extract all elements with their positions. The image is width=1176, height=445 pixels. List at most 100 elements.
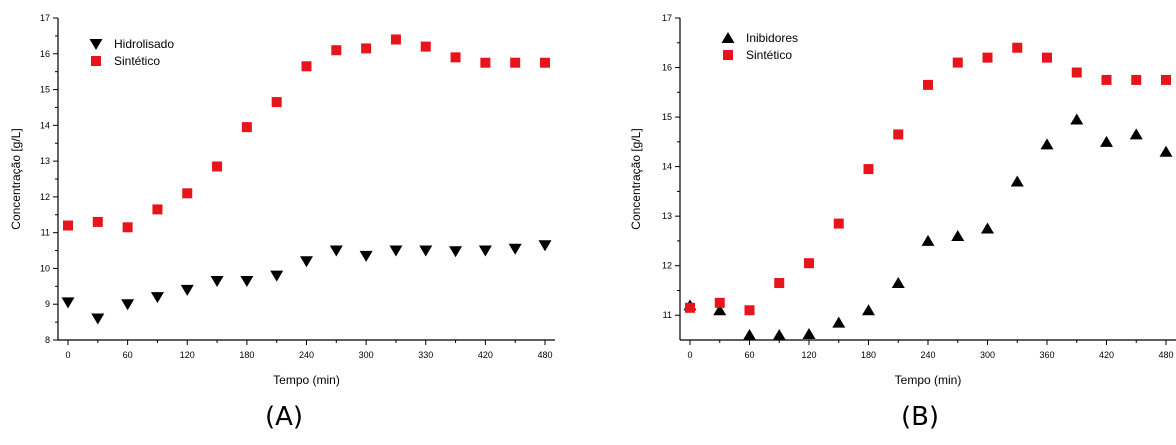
- x-tick-label-a-3: 180: [239, 350, 254, 360]
- point-a-1-10: [361, 43, 372, 54]
- y-tick-label-b-4: 15: [662, 112, 672, 122]
- point-a-0-9: [329, 245, 343, 257]
- y-tick-label-a-2: 10: [40, 263, 50, 273]
- x-tick-label-b-2: 120: [801, 350, 816, 360]
- point-a-1-13: [450, 52, 461, 63]
- point-b-1-3: [774, 278, 785, 289]
- x-tick-label-b-6: 360: [1039, 350, 1054, 360]
- point-b-1-16: [1161, 74, 1171, 85]
- x-tick-label-b-3: 180: [861, 350, 876, 360]
- legend-marker-b-1: [723, 50, 733, 60]
- y-tick-label-a-6: 14: [40, 120, 50, 130]
- x-tick-label-b-8: 480: [1158, 350, 1173, 360]
- point-a-0-6: [240, 275, 254, 287]
- point-a-1-8: [301, 61, 312, 72]
- y-tick-label-b-5: 16: [662, 63, 672, 73]
- point-b-1-2: [744, 305, 755, 316]
- point-a-0-16: [538, 240, 552, 252]
- point-a-1-1: [92, 216, 103, 227]
- y-tick-label-a-3: 11: [41, 228, 50, 238]
- point-a-0-11: [389, 245, 403, 257]
- point-a-1-2: [122, 222, 133, 233]
- x-tick-label-b-1: 60: [744, 350, 754, 360]
- point-b-1-6: [863, 164, 874, 175]
- legend-label-b-1: Sintético: [746, 48, 792, 62]
- point-a-0-15: [508, 243, 522, 255]
- y-tick-label-a-0: 8: [45, 335, 50, 345]
- point-b-1-4: [804, 258, 814, 269]
- point-a-0-1: [91, 313, 105, 325]
- legend-label-a-0: Hidrolisado: [114, 37, 174, 51]
- y-tick-label-a-1: 9: [45, 299, 50, 309]
- point-b-1-7: [893, 129, 904, 140]
- panel-label-b: (B): [901, 402, 939, 432]
- point-a-1-14: [480, 57, 491, 68]
- x-tick-label-a-0: 0: [65, 350, 70, 360]
- point-b-0-13: [1070, 113, 1084, 125]
- point-b-0-1: [713, 304, 727, 316]
- point-b-0-5: [832, 316, 846, 328]
- point-b-0-4: [802, 328, 816, 340]
- x-tick-label-a-2: 120: [180, 350, 195, 360]
- point-b-0-14: [1100, 135, 1113, 147]
- y-tick-label-a-8: 16: [40, 49, 50, 59]
- legend-label-b-0: Inibidores: [746, 31, 798, 45]
- point-a-1-6: [241, 122, 252, 133]
- x-tick-label-b-4: 240: [920, 350, 935, 360]
- point-b-0-8: [921, 234, 935, 246]
- point-b-1-15: [1131, 74, 1142, 85]
- point-a-0-0: [61, 297, 75, 309]
- point-b-1-14: [1101, 74, 1112, 85]
- y-tick-label-a-7: 15: [40, 85, 50, 95]
- point-a-0-2: [121, 299, 135, 311]
- point-a-0-8: [300, 256, 313, 268]
- point-a-1-16: [540, 57, 550, 68]
- point-a-0-5: [210, 275, 224, 287]
- x-tick-label-a-7: 420: [478, 350, 493, 360]
- y-tick-label-a-5: 13: [40, 156, 50, 166]
- x-tick-label-b-5: 300: [980, 350, 995, 360]
- point-a-1-12: [420, 41, 431, 52]
- point-a-1-3: [152, 204, 163, 215]
- point-b-0-12: [1040, 138, 1054, 150]
- point-b-0-7: [891, 277, 905, 289]
- x-tick-label-a-8: 480: [537, 350, 552, 360]
- point-a-0-3: [150, 292, 164, 304]
- point-a-1-7: [271, 97, 282, 108]
- x-tick-label-a-1: 60: [123, 350, 133, 360]
- point-b-1-9: [952, 57, 963, 68]
- y-tick-label-a-9: 17: [40, 13, 50, 23]
- point-b-0-6: [862, 304, 875, 316]
- point-a-0-7: [270, 270, 284, 282]
- point-b-0-10: [981, 222, 994, 234]
- y-tick-label-b-6: 17: [662, 13, 672, 23]
- x-tick-label-a-4: 240: [299, 350, 314, 360]
- point-b-1-1: [714, 297, 725, 308]
- point-a-0-12: [419, 245, 433, 257]
- point-a-1-9: [331, 45, 342, 56]
- legend-marker-a-1: [91, 56, 101, 66]
- point-a-0-14: [478, 245, 492, 257]
- point-b-0-2: [743, 329, 756, 341]
- y-axis-title-a: Concentração [g/L]: [9, 128, 23, 229]
- legend-marker-a-0: [89, 39, 103, 50]
- x-tick-label-a-6: 330: [418, 350, 433, 360]
- y-axis-title-b: Concentração [g/L]: [629, 128, 643, 229]
- point-a-1-5: [212, 161, 223, 172]
- point-a-1-11: [390, 34, 401, 45]
- point-b-1-11: [1012, 42, 1023, 53]
- legend-marker-b-0: [721, 32, 735, 43]
- y-tick-label-b-3: 14: [662, 162, 672, 172]
- x-axis-title-a: Tempo (min): [273, 373, 340, 387]
- point-b-1-5: [833, 218, 844, 229]
- point-a-0-10: [359, 250, 373, 262]
- point-b-1-8: [923, 79, 933, 90]
- point-b-0-9: [951, 229, 965, 241]
- point-b-1-0: [685, 302, 695, 313]
- x-tick-label-b-7: 420: [1099, 350, 1114, 360]
- point-a-0-13: [449, 246, 463, 258]
- point-b-1-13: [1071, 67, 1082, 78]
- point-b-0-16: [1159, 145, 1173, 157]
